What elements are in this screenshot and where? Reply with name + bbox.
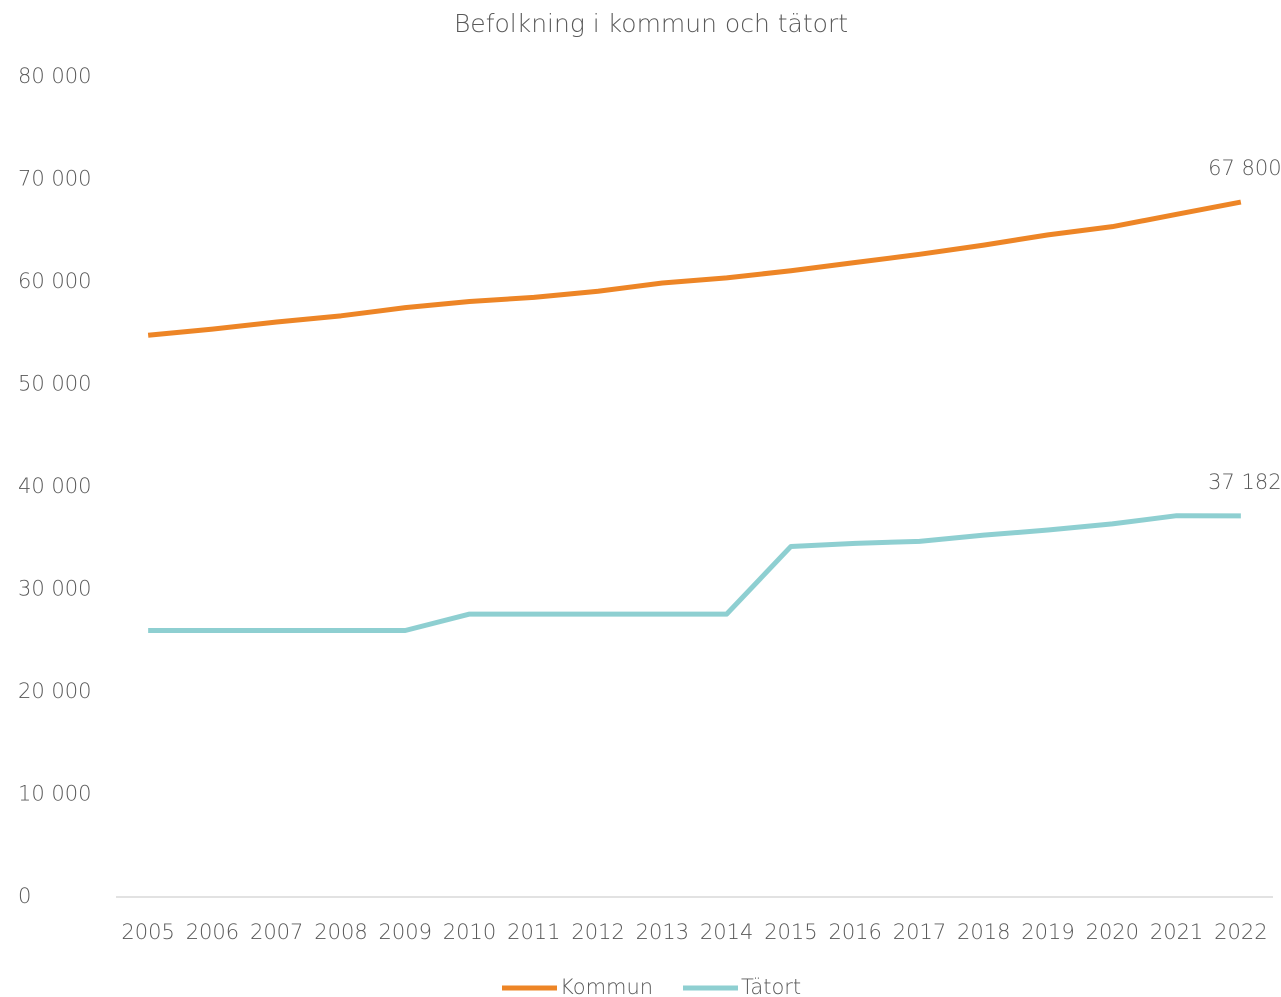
y-tick-label: 40 000: [18, 474, 91, 498]
legend-label: Kommun: [560, 975, 653, 997]
x-tick-label: 2014: [700, 920, 753, 944]
y-tick-label: 20 000: [18, 679, 91, 703]
x-tick-label: 2010: [443, 920, 496, 944]
x-tick-label: 2022: [1214, 920, 1267, 944]
x-tick-label: 2007: [250, 920, 303, 944]
x-tick-label: 2013: [636, 920, 689, 944]
data-label: 37 182: [1208, 470, 1281, 494]
y-tick-label: 30 000: [18, 577, 91, 601]
data-label: 67 800: [1208, 156, 1281, 180]
x-tick-label: 2020: [1086, 920, 1139, 944]
x-tick-label: 2015: [764, 920, 817, 944]
chart-title: Befolkning i kommun och tätort: [454, 9, 848, 38]
y-tick-label: 60 000: [18, 269, 91, 293]
series-line: [147, 199, 1242, 338]
y-tick-label: 0: [18, 884, 31, 908]
y-tick-label: 50 000: [18, 372, 91, 396]
x-tick-label: 2009: [379, 920, 432, 944]
y-tick-label: 80 000: [18, 64, 91, 88]
x-tick-label: 2016: [828, 920, 881, 944]
x-tick-label: 2018: [957, 920, 1010, 944]
x-tick-label: 2012: [571, 920, 624, 944]
y-tick-label: 10 000: [18, 782, 91, 806]
x-tick-label: 2008: [314, 920, 367, 944]
y-tick-label: 70 000: [18, 167, 91, 191]
x-tick-label: 2019: [1021, 920, 1074, 944]
x-tick-label: 2021: [1150, 920, 1203, 944]
x-tick-label: 2011: [507, 920, 560, 944]
legend-label: Tätort: [741, 975, 801, 997]
x-tick-label: 2017: [893, 920, 946, 944]
x-tick-label: 2006: [186, 920, 239, 944]
x-tick-label: 2005: [121, 920, 174, 944]
series-line: [148, 513, 1241, 633]
